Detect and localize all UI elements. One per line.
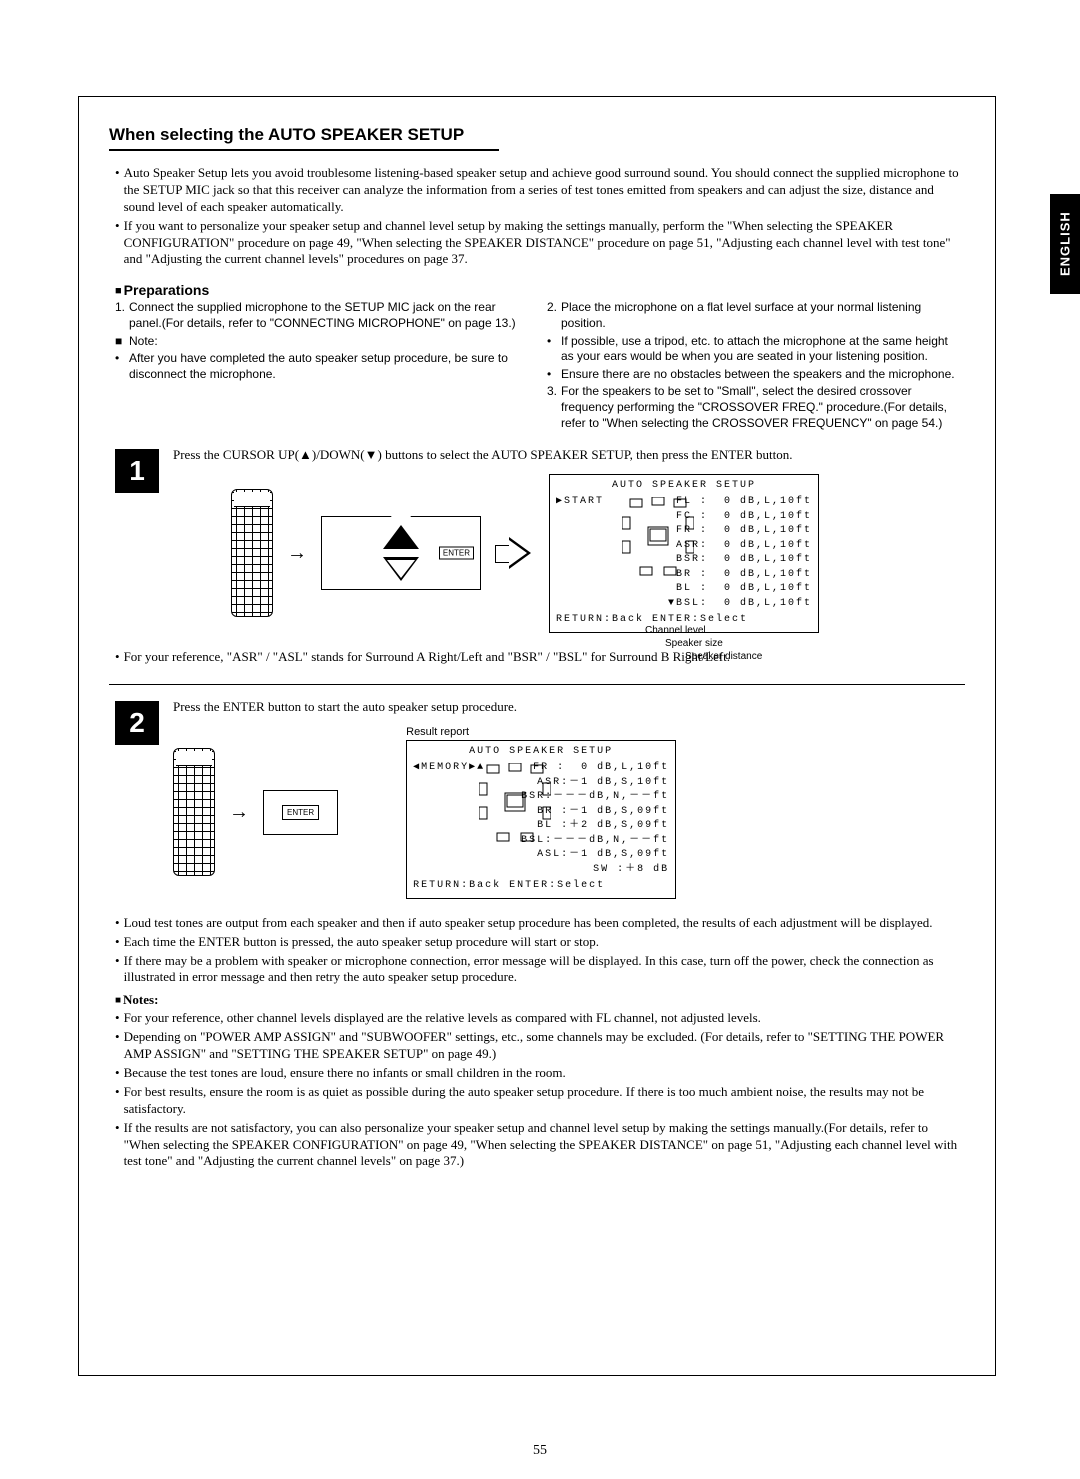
step-1-text: Press the CURSOR UP(▲)/DOWN(▼) buttons t… [173,447,959,464]
enter-diagram: ENTER [263,790,338,835]
remote-icon [231,489,273,617]
post-bullets: •Loud test tones are output from each sp… [109,915,965,987]
prep-bullet-a: If possible, use a tripod, etc. to attac… [561,334,959,365]
post-0: Loud test tones are output from each spe… [124,915,933,932]
language-tab: ENGLISH [1050,194,1080,294]
section-title: When selecting the AUTO SPEAKER SETUP [109,125,499,151]
osd1-r2: FR : 0 dB,L,10ft [676,524,812,539]
osd2-r1: ASR:－1 dB,S,10ft [537,776,669,791]
post-2: If there may be a problem with speaker o… [124,953,959,987]
osd2-footer: RETURN:Back ENTER:Select [413,879,669,894]
osd1-start: ▶START [556,495,604,510]
osd1-r3: ASR: 0 dB,L,10ft [676,539,812,554]
osd-screen-2: AUTO SPEAKER SETUP ◀MEMORY▶▲ FR : 0 dB,L,… [406,740,676,899]
divider [109,684,965,685]
room-layout-icon [622,497,694,577]
osd2-r0: FR : 0 dB,L,10ft [533,761,669,776]
step-2-text: Press the ENTER button to start the auto… [173,699,959,716]
note-2: Because the test tones are loud, ensure … [124,1065,566,1082]
cursor-diagram: ENTER [321,516,481,590]
arrow-icon-2: → [229,801,249,824]
osd1-r5: BR : 0 dB,L,10ft [676,568,812,583]
intro-0: Auto Speaker Setup lets you avoid troubl… [124,165,959,216]
room-layout-icon-2 [479,763,551,843]
intro-paragraphs: •Auto Speaker Setup lets you avoid troub… [109,165,965,268]
step1-reference: •For your reference, "ASR" / "ASL" stand… [115,649,965,666]
step-2-number: 2 [115,701,159,745]
note-0: For your reference, other channel levels… [124,1010,761,1027]
osd2-r6: ASL:－1 dB,S,09ft [537,848,669,863]
remote-icon-2 [173,748,215,876]
note-1: Depending on "POWER AMP ASSIGN" and "SUB… [124,1029,959,1063]
preparations-heading: Preparations [115,282,965,298]
note-3: For best results, ensure the room is as … [124,1084,959,1118]
prep-item-3: For the speakers to be set to "Small", s… [561,384,959,431]
osd2-title: AUTO SPEAKER SETUP [413,745,669,760]
arrow-icon: → [287,542,307,565]
osd1-r4: BSR: 0 dB,L,10ft [676,553,812,568]
big-arrow-icon [495,537,535,569]
intro-1: If you want to personalize your speaker … [124,218,959,269]
enter-label: ENTER [439,547,474,560]
osd2-memory: ◀MEMORY▶▲ [413,761,485,776]
result-report-label: Result report [406,726,676,738]
notes-heading: Notes: [115,992,965,1008]
notes-list: •For your reference, other channel level… [109,1010,965,1170]
prep-item-1: Connect the supplied microphone to the S… [129,300,527,331]
prep-note-label: Note: [129,334,158,350]
step-1-number: 1 [115,449,159,493]
prep-note-bullet: After you have completed the auto speake… [129,351,527,382]
osd2-r3: BR :－1 dB,S,09ft [537,805,669,820]
step-1: 1 Press the CURSOR UP(▲)/DOWN(▼) buttons… [109,447,965,639]
note-4: If the results are not satisfactory, you… [124,1120,959,1171]
preparations-columns: 1.Connect the supplied microphone to the… [109,300,965,433]
osd1-title: AUTO SPEAKER SETUP [556,479,812,494]
page-number: 55 [0,1443,1080,1459]
page-frame: When selecting the AUTO SPEAKER SETUP •A… [78,96,996,1376]
osd2-r7: SW :＋8 dB [593,863,669,878]
osd1-label-b: Speaker size [665,637,762,650]
osd1-r0: FL : 0 dB,L,10ft [676,495,812,510]
step-2: 2 Press the ENTER button to start the au… [109,699,965,905]
osd-screen-1: AUTO SPEAKER SETUP ▶START FL : 0 dB,L,10f… [549,474,819,633]
osd1-r7: BSL: 0 dB,L,10ft [676,597,812,612]
prep-bullet-b: Ensure there are no obstacles between th… [561,367,955,383]
osd1-label-a: Channel level [645,624,762,637]
osd1-r6: BL : 0 dB,L,10ft [676,582,812,597]
enter-label-2: ENTER [282,805,319,820]
post-1: Each time the ENTER button is pressed, t… [124,934,599,951]
prep-item-2: Place the microphone on a flat level sur… [561,300,959,331]
osd1-label-c: Speaker distance [685,650,762,663]
osd1-r1: FC : 0 dB,L,10ft [676,510,812,525]
osd2-r4: BL :＋2 dB,S,09ft [537,819,669,834]
